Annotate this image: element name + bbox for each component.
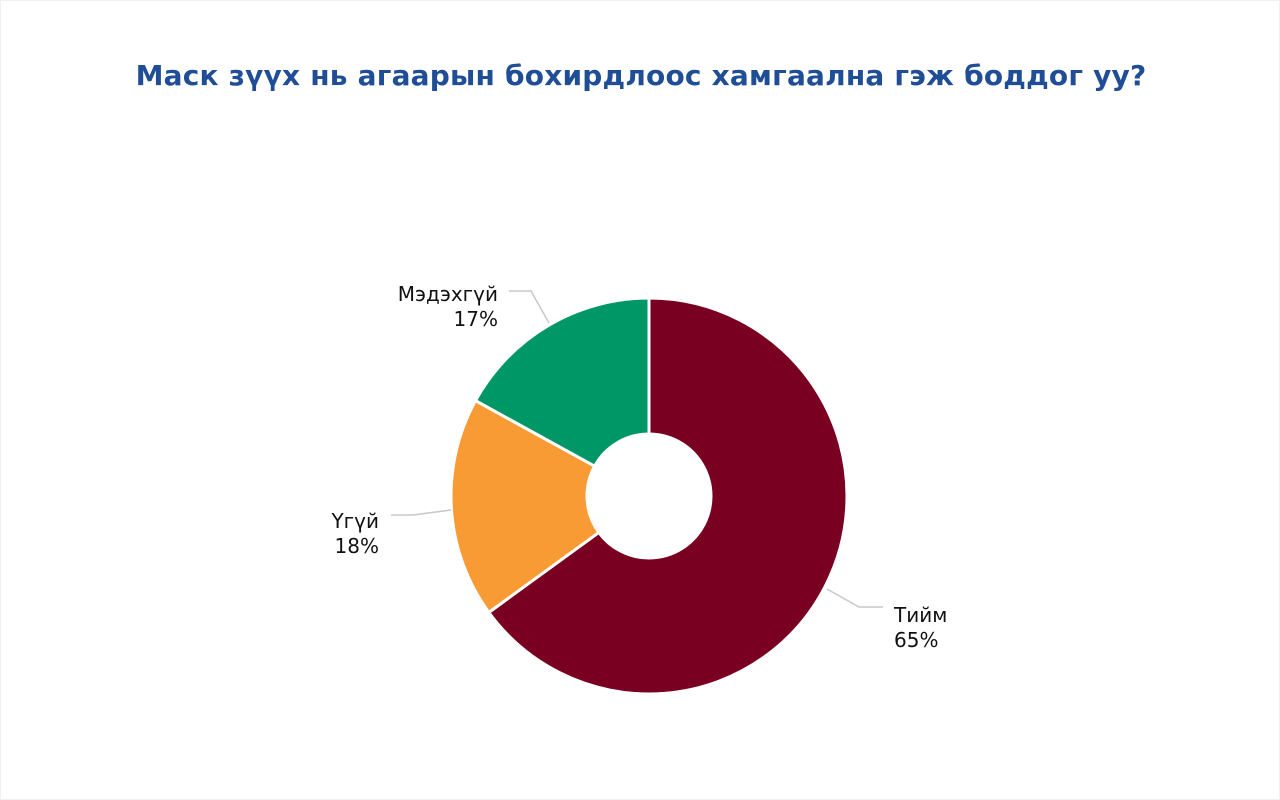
slice-label-1: Үгүй: [330, 509, 379, 533]
leader-line-0: [826, 588, 883, 608]
slice-label-2: Мэдэхгүй: [398, 282, 498, 306]
slice-value-0: 65%: [894, 628, 938, 652]
chart-title: Маск зүүх нь агаарын бохирдлоос хамгаалн…: [135, 59, 1147, 92]
slice-0[interactable]: [486, 296, 849, 696]
slice-value-1: 18%: [335, 534, 379, 558]
slice-value-2: 17%: [454, 307, 498, 331]
slice-1[interactable]: [449, 398, 601, 615]
leader-line-1: [391, 509, 452, 516]
slice-label-0: Тийм: [893, 603, 947, 627]
leader-line-2: [509, 290, 550, 324]
slice-2[interactable]: [473, 296, 651, 469]
